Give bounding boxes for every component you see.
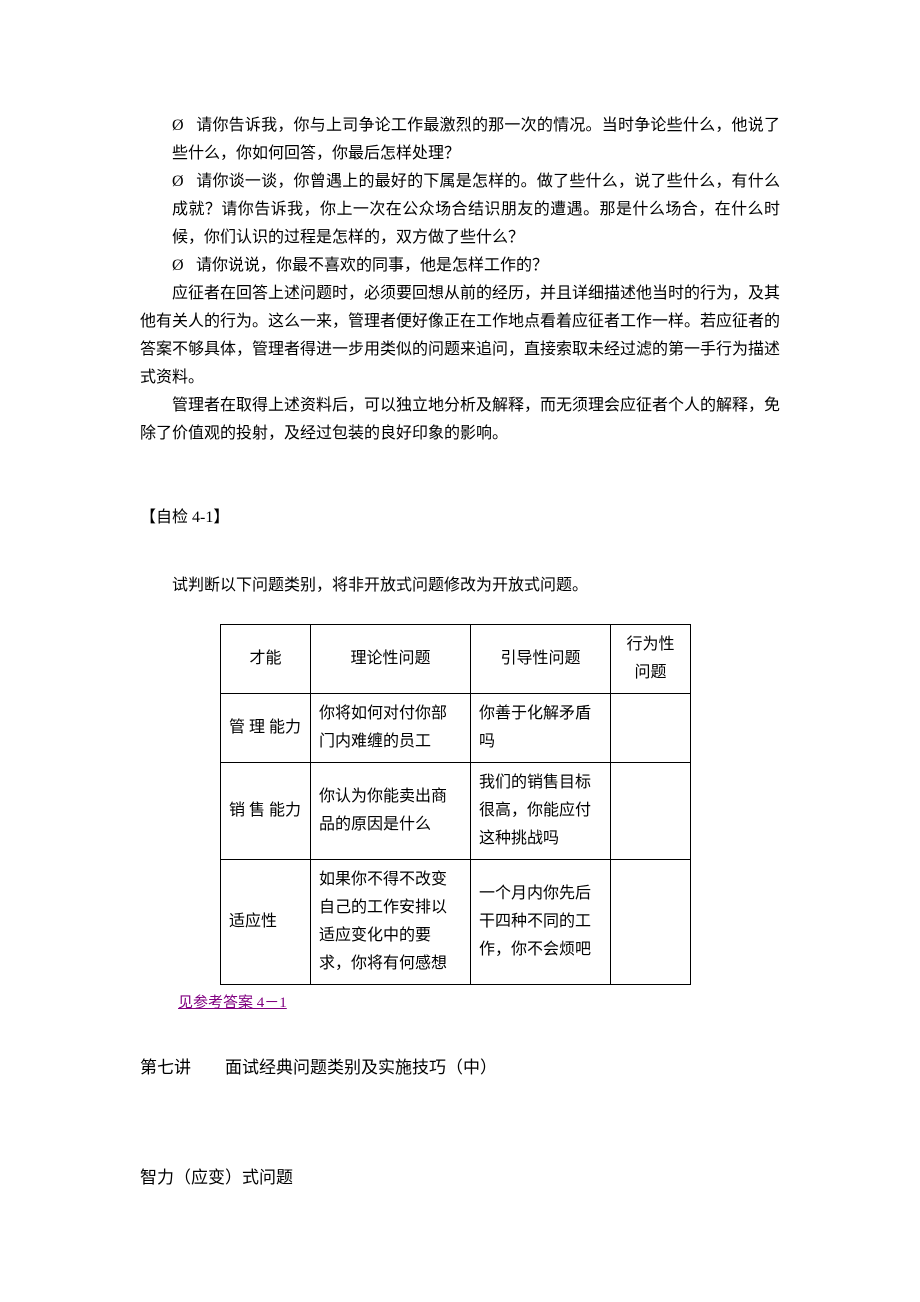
table-header-row: 才能 理论性问题 引导性问题 行为性问题 <box>221 625 691 694</box>
bullet-symbol: Ø <box>172 112 196 140</box>
answer-reference-link[interactable]: 见参考答案 4－1 <box>140 995 287 1011</box>
lecture-heading: 第七讲 面试经典问题类别及实施技巧（中） <box>140 1053 780 1083</box>
cell-theory: 你认为你能卖出商品的原因是什么 <box>311 763 471 860</box>
cell-behavior <box>611 763 691 860</box>
body-paragraph-1: 应征者在回答上述问题时，必须要回想从前的经历，并且详细描述他当时的行为，及其他有… <box>140 280 780 392</box>
cell-guide: 你善于化解矛盾吗 <box>471 694 611 763</box>
cell-ability: 管 理 能力 <box>221 694 311 763</box>
header-theory: 理论性问题 <box>311 625 471 694</box>
body-paragraph-2: 管理者在取得上述资料后，可以独立地分析及解释，而无须理会应征者个人的解释，免除了… <box>140 392 780 448</box>
cell-ability: 适应性 <box>221 860 311 985</box>
lecture-subheading: 智力（应变）式问题 <box>140 1163 780 1193</box>
table-row: 管 理 能力 你将如何对付你部门内难缠的员工 你善于化解矛盾吗 <box>221 694 691 763</box>
bullet-item-3: Ø请你说说，你最不喜欢的同事，他是怎样工作的？ <box>140 252 780 280</box>
bullet-symbol: Ø <box>172 252 196 280</box>
instruction-text: 试判断以下问题类别，将非开放式问题修改为开放式问题。 <box>140 572 780 600</box>
header-behavior: 行为性问题 <box>611 625 691 694</box>
cell-theory: 你将如何对付你部门内难缠的员工 <box>311 694 471 763</box>
cell-guide: 我们的销售目标很高，你能应付这种挑战吗 <box>471 763 611 860</box>
header-ability: 才能 <box>221 625 311 694</box>
cell-theory: 如果你不得不改变自己的工作安排以适应变化中的要求，你将有何感想 <box>311 860 471 985</box>
bullet-text-2: 请你谈一谈，你曾遇上的最好的下属是怎样的。做了些什么，说了些什么，有什么成就？请… <box>172 173 780 246</box>
cell-behavior <box>611 694 691 763</box>
self-check-heading: 【自检 4-1】 <box>140 504 780 532</box>
cell-ability: 销 售 能力 <box>221 763 311 860</box>
bullet-symbol: Ø <box>172 168 196 196</box>
bullet-item-2: Ø请你谈一谈，你曾遇上的最好的下属是怎样的。做了些什么，说了些什么，有什么成就？… <box>140 168 780 252</box>
cell-guide: 一个月内你先后干四种不同的工作，你不会烦吧 <box>471 860 611 985</box>
table-row: 销 售 能力 你认为你能卖出商品的原因是什么 我们的销售目标很高，你能应付这种挑… <box>221 763 691 860</box>
cell-behavior <box>611 860 691 985</box>
bullet-item-1: Ø请你告诉我，你与上司争论工作最激烈的那一次的情况。当时争论些什么，他说了些什么… <box>140 112 780 168</box>
bullet-text-1: 请你告诉我，你与上司争论工作最激烈的那一次的情况。当时争论些什么，他说了些什么，… <box>172 117 780 162</box>
question-table-wrap: 才能 理论性问题 引导性问题 行为性问题 管 理 能力 你将如何对付你部门内难缠… <box>140 624 780 985</box>
header-guide: 引导性问题 <box>471 625 611 694</box>
table-row: 适应性 如果你不得不改变自己的工作安排以适应变化中的要求，你将有何感想 一个月内… <box>221 860 691 985</box>
question-table: 才能 理论性问题 引导性问题 行为性问题 管 理 能力 你将如何对付你部门内难缠… <box>220 624 691 985</box>
bullet-text-3: 请你说说，你最不喜欢的同事，他是怎样工作的？ <box>196 257 548 274</box>
